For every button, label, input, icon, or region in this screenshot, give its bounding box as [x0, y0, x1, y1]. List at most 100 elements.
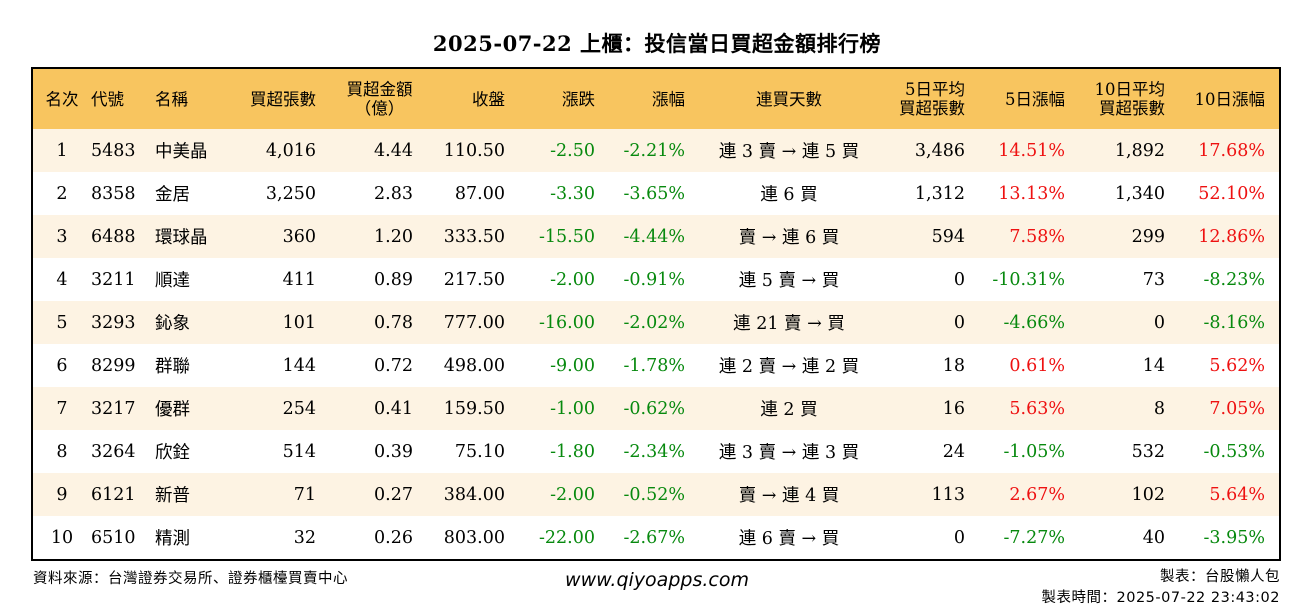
cell-change: -2.50	[550, 140, 595, 161]
cell-avg10: 102	[1131, 484, 1165, 505]
cell-code: 8299	[91, 355, 136, 376]
header-avg5: 5日平均 買超張數	[879, 69, 979, 129]
cell-change: -22.00	[538, 527, 595, 548]
cell-amount: 0.89	[374, 269, 413, 290]
maker-label: 製表：台股懶人包	[1160, 569, 1280, 585]
header-avg10-line1: 10日平均	[1094, 80, 1166, 99]
cell-lots: 3,250	[265, 183, 316, 204]
cell-name: 中美晶	[155, 142, 208, 162]
header-streak: 連買天數	[756, 89, 822, 109]
data-source-note: 資料來源：台灣證券交易所、證券櫃檯買賣中心	[33, 571, 348, 587]
cell-change: -16.00	[538, 312, 595, 333]
cell-pct5: 13.13%	[998, 183, 1065, 204]
cell-change-pct: -0.91%	[623, 269, 685, 290]
cell-name: 欣銓	[155, 443, 190, 463]
cell-rank: 7	[56, 398, 68, 419]
cell-pct5: -4.66%	[1003, 312, 1065, 333]
cell-name: 精測	[155, 529, 190, 549]
cell-pct10: -0.53%	[1203, 441, 1265, 462]
cell-avg5: 0	[953, 527, 965, 548]
cell-pct5: 2.67%	[1009, 484, 1065, 505]
cell-change-pct: -0.62%	[623, 398, 685, 419]
cell-change: -9.00	[550, 355, 595, 376]
cell-close: 333.50	[443, 226, 505, 247]
cell-pct10: -8.23%	[1203, 269, 1265, 290]
cell-change-pct: -2.34%	[623, 441, 685, 462]
cell-avg5: 113	[931, 484, 965, 505]
cell-avg10: 14	[1142, 355, 1165, 376]
cell-pct5: 0.61%	[1009, 355, 1065, 376]
cell-close: 498.00	[443, 355, 505, 376]
cell-change: -1.00	[550, 398, 595, 419]
cell-amount: 4.44	[374, 140, 413, 161]
cell-streak: 連 21 賣 → 買	[733, 314, 845, 334]
cell-amount: 0.72	[374, 355, 413, 376]
cell-amount: 2.83	[374, 183, 413, 204]
cell-pct10: 5.64%	[1209, 484, 1265, 505]
cell-close: 110.50	[443, 140, 505, 161]
cell-pct10: 5.62%	[1209, 355, 1265, 376]
cell-name: 鈊象	[155, 314, 190, 334]
table-row: 6 8299 群聯 144 0.72 498.00 -9.00 -1.78% 連…	[33, 344, 1279, 387]
header-avg10: 10日平均 買超張數	[1079, 69, 1179, 129]
cell-streak: 連 2 買	[760, 400, 818, 420]
ranking-table: 名次 代號 名稱 買超張數 買超金額 （億） 收盤 漲跌 漲幅 連買天數 5日平…	[33, 69, 1279, 559]
cell-avg5: 0	[953, 312, 965, 333]
cell-code: 8358	[91, 183, 136, 204]
cell-avg5: 1,312	[914, 183, 965, 204]
cell-rank: 6	[56, 355, 68, 376]
cell-change-pct: -2.67%	[623, 527, 685, 548]
cell-code: 3217	[91, 398, 136, 419]
cell-close: 75.10	[454, 441, 505, 462]
cell-close: 803.00	[443, 527, 505, 548]
cell-lots: 32	[293, 527, 316, 548]
cell-avg10: 8	[1153, 398, 1165, 419]
cell-rank: 4	[56, 269, 68, 290]
cell-streak: 賣 → 連 6 買	[738, 228, 840, 248]
cell-avg10: 1,892	[1114, 140, 1165, 161]
table-row: 7 3217 優群 254 0.41 159.50 -1.00 -0.62% 連…	[33, 387, 1279, 430]
cell-amount: 0.39	[374, 441, 413, 462]
cell-rank: 5	[56, 312, 68, 333]
cell-code: 5483	[91, 140, 136, 161]
cell-rank: 3	[56, 226, 68, 247]
header-avg5-line2: 買超張數	[899, 99, 965, 118]
header-net-amount-line1: 買超金額	[346, 80, 413, 99]
cell-avg5: 3,486	[914, 140, 965, 161]
header-close: 收盤	[472, 89, 505, 109]
cell-change-pct: -2.21%	[623, 140, 685, 161]
cell-lots: 101	[282, 312, 316, 333]
site-url: www.qiyoapps.com	[565, 569, 749, 591]
cell-streak: 連 5 賣 → 買	[738, 271, 840, 291]
cell-lots: 514	[282, 441, 316, 462]
header-change: 漲跌	[562, 89, 595, 109]
footer-credits: 製表：台股懶人包 製表時間：2025-07-22 23:43:02	[1042, 567, 1281, 609]
header-pct10: 10日漲幅	[1194, 89, 1266, 109]
cell-avg10: 40	[1142, 527, 1165, 548]
cell-avg10: 0	[1153, 312, 1165, 333]
table-row: 4 3211 順達 411 0.89 217.50 -2.00 -0.91% 連…	[33, 258, 1279, 301]
cell-avg5: 18	[942, 355, 965, 376]
table-body: 1 5483 中美晶 4,016 4.44 110.50 -2.50 -2.21…	[33, 129, 1279, 559]
cell-streak: 連 6 賣 → 買	[738, 529, 840, 549]
cell-avg10: 73	[1142, 269, 1165, 290]
cell-change: -15.50	[538, 226, 595, 247]
table-row: 2 8358 金居 3,250 2.83 87.00 -3.30 -3.65% …	[33, 172, 1279, 215]
made-time-label: 製表時間：2025-07-22 23:43:02	[1041, 590, 1280, 606]
cell-avg5: 16	[942, 398, 965, 419]
cell-name: 新普	[155, 486, 190, 506]
cell-lots: 144	[282, 355, 316, 376]
cell-pct10: 7.05%	[1209, 398, 1265, 419]
cell-change: -3.30	[550, 183, 595, 204]
cell-avg10: 532	[1131, 441, 1165, 462]
ranking-table-frame: 名次 代號 名稱 買超張數 買超金額 （億） 收盤 漲跌 漲幅 連買天數 5日平…	[31, 67, 1281, 561]
cell-name: 群聯	[155, 357, 190, 377]
cell-change-pct: -4.44%	[623, 226, 685, 247]
cell-streak: 連 3 賣 → 連 3 買	[718, 443, 860, 463]
cell-name: 優群	[155, 400, 190, 420]
cell-pct10: 12.86%	[1198, 226, 1265, 247]
cell-lots: 254	[282, 398, 316, 419]
cell-rank: 2	[56, 183, 68, 204]
cell-change: -2.00	[550, 269, 595, 290]
cell-rank: 10	[50, 527, 74, 548]
